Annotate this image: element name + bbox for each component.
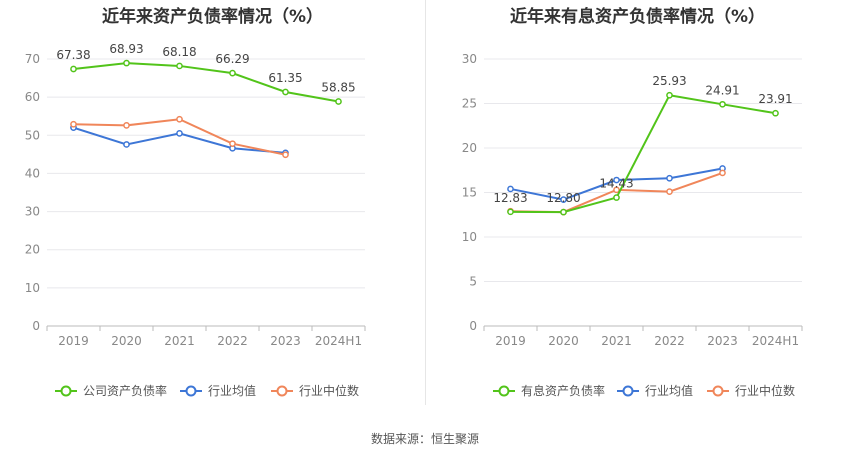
- y-tick-label: 30: [462, 52, 477, 66]
- x-tick-label: 2022: [217, 334, 248, 348]
- legend-item: 行业中位数: [271, 383, 359, 398]
- y-tick-label: 25: [462, 97, 477, 111]
- data-point: [176, 62, 183, 70]
- data-point: [70, 65, 77, 73]
- data-point: [123, 122, 130, 129]
- data-point: [282, 88, 289, 96]
- legend-label: 有息资产负债率: [521, 383, 605, 398]
- y-tick-label: 20: [25, 243, 40, 257]
- data-point: [719, 100, 726, 108]
- x-tick-label: 2023: [270, 334, 301, 348]
- x-tick-label: 2019: [58, 334, 89, 348]
- series-line: [510, 94, 776, 214]
- x-tick-label: 2020: [111, 334, 142, 348]
- y-tick-label: 70: [25, 52, 40, 66]
- legend-marker: [185, 385, 197, 397]
- legend-label: 公司资产负债率: [83, 383, 167, 398]
- data-point: [176, 115, 183, 123]
- x-tick-label: 2021: [601, 334, 632, 348]
- chart-svg: 0 5 10 15 20 25 30 2019 2020 2021 2022 2023 2024H1 12…: [462, 52, 803, 398]
- legend-label: 行业均值: [645, 383, 693, 398]
- y-tick-label: 15: [462, 186, 477, 200]
- data-point: [560, 196, 567, 203]
- legend-label: 行业均值: [208, 383, 256, 398]
- x-tick-label: 2023: [707, 334, 738, 348]
- legend-marker: [276, 385, 288, 397]
- data-label: 67.38: [56, 48, 90, 62]
- legend-label: 行业中位数: [735, 383, 795, 398]
- data-point: [613, 194, 620, 201]
- chart-panel-debt-ratio: 近年来资产负债率情况（%） 0 10 20 30 40 50 60 70 2019 2020 202…: [0, 0, 425, 410]
- data-point: [282, 151, 289, 159]
- y-tick-label: 20: [462, 141, 477, 155]
- legend-label: 行业中位数: [299, 383, 359, 398]
- data-label: 66.29: [215, 52, 249, 66]
- legend-item: 公司资产负债率: [55, 383, 167, 398]
- chart-panel-interest-debt-ratio: 近年来有息资产负债率情况（%） 0 5 10 15 20 25 30 2019 2020 2021…: [425, 0, 850, 410]
- y-tick-label: 0: [469, 319, 477, 333]
- data-label: 68.93: [109, 42, 143, 56]
- legend-item: 有息资产负债率: [493, 383, 605, 398]
- data-label: 24.91: [705, 83, 739, 97]
- legend-marker: [60, 385, 72, 397]
- data-point: [507, 185, 514, 193]
- y-tick-label: 10: [462, 230, 477, 244]
- legend-marker: [498, 385, 510, 397]
- data-point: [507, 208, 514, 216]
- data-point: [560, 208, 567, 216]
- x-tick-label: 2020: [548, 334, 579, 348]
- data-point: [666, 91, 673, 99]
- legend-item: 行业均值: [617, 383, 693, 398]
- data-point: [229, 69, 236, 77]
- x-tick-label: 2024H1: [315, 334, 362, 348]
- data-label: 61.35: [268, 71, 302, 85]
- data-point: [613, 186, 620, 194]
- x-tick-label: 2019: [495, 334, 526, 348]
- panel-divider: [425, 0, 426, 405]
- chart-title: 近年来有息资产负债率情况（%）: [509, 7, 766, 27]
- chart-svg: 0 10 20 30 40 50 60 70 2019 2020 2021 2022 2023 2024H…: [25, 42, 366, 398]
- data-label: 23.91: [758, 92, 792, 106]
- legend-marker: [712, 385, 724, 397]
- data-point: [229, 140, 236, 148]
- y-tick-label: 10: [25, 281, 40, 295]
- y-tick-label: 30: [25, 205, 40, 219]
- data-label: 25.93: [652, 74, 686, 88]
- series-line: [73, 62, 339, 103]
- data-point: [666, 188, 673, 195]
- data-point: [123, 141, 130, 148]
- data-point: [335, 98, 342, 105]
- data-label: 58.85: [321, 81, 355, 95]
- y-tick-label: 5: [469, 275, 477, 289]
- data-point: [70, 120, 77, 128]
- data-point: [719, 169, 726, 177]
- data-label: 68.18: [162, 45, 196, 59]
- data-point: [176, 130, 183, 137]
- data-source-text: 数据来源：恒生聚源: [370, 432, 479, 446]
- legend-item: 行业中位数: [707, 383, 795, 398]
- data-label: 14.43: [599, 177, 633, 191]
- data-point: [613, 176, 620, 184]
- data-point: [772, 109, 779, 117]
- chart-title: 近年来资产负债率情况（%）: [101, 7, 324, 27]
- x-tick-label: 2021: [164, 334, 195, 348]
- y-tick-label: 50: [25, 128, 40, 142]
- legend-marker: [622, 385, 634, 397]
- y-tick-label: 0: [32, 319, 40, 333]
- data-point: [666, 174, 673, 182]
- legend-item: 行业均值: [180, 383, 256, 398]
- data-label: 12.83: [493, 191, 527, 205]
- data-point: [123, 59, 130, 67]
- y-tick-label: 40: [25, 166, 40, 180]
- x-tick-label: 2024H1: [752, 334, 799, 348]
- data-label: 12.80: [546, 191, 580, 205]
- x-tick-label: 2022: [654, 334, 685, 348]
- y-tick-label: 60: [25, 90, 40, 104]
